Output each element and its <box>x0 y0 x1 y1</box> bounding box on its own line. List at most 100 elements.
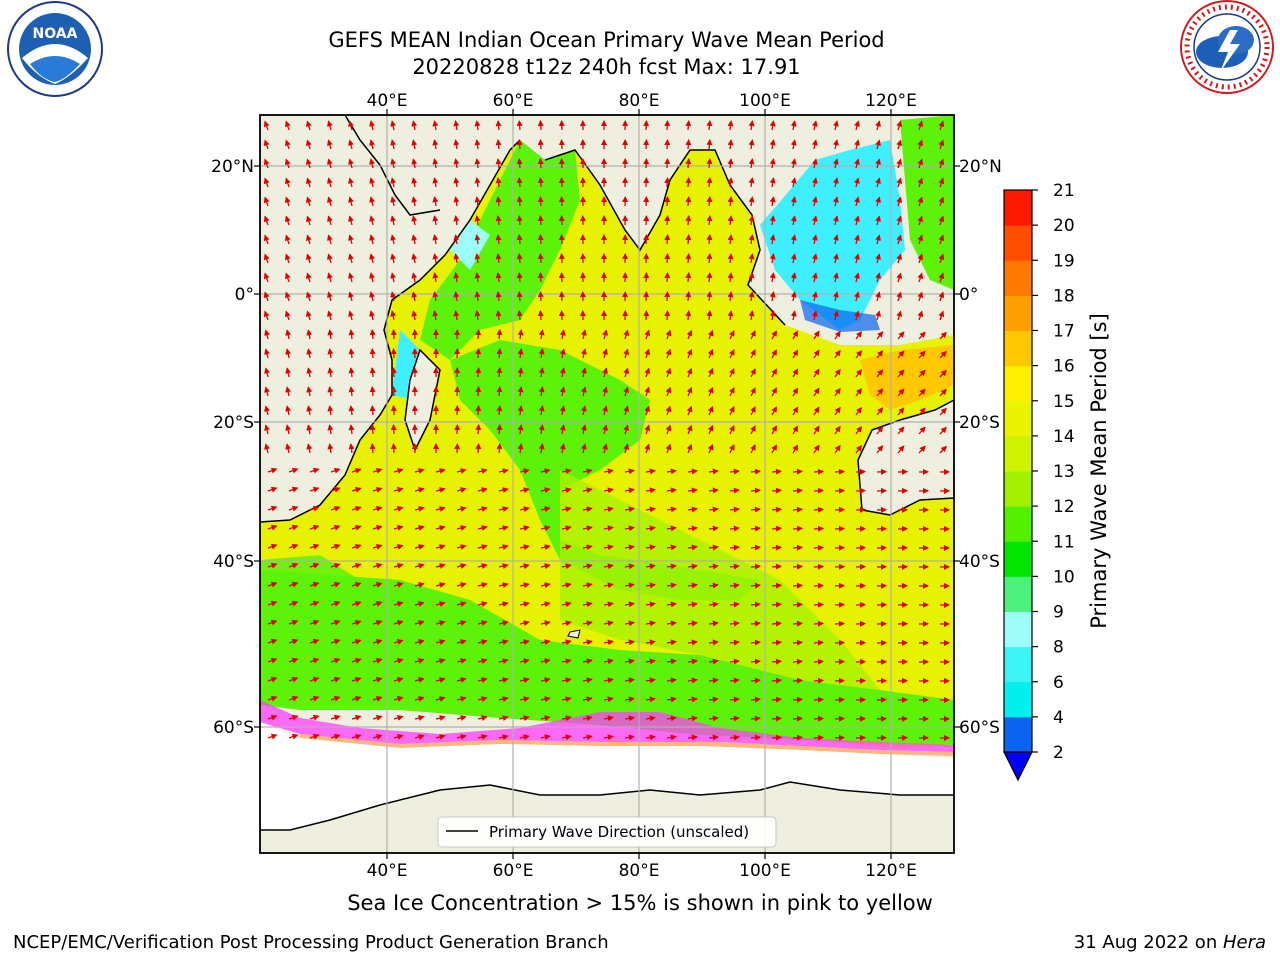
wave-arrow <box>729 525 740 532</box>
wave-arrow <box>330 524 341 531</box>
wave-arrow <box>771 525 782 532</box>
wave-arrow <box>327 386 334 397</box>
wave-arrow <box>435 544 446 550</box>
wave-arrow <box>896 139 903 150</box>
wave-arrow <box>834 349 841 359</box>
wave-arrow <box>538 443 545 454</box>
wave-arrow <box>708 544 719 551</box>
wave-arrow <box>685 177 692 188</box>
wave-arrow <box>706 196 713 207</box>
wave-arrow <box>326 272 333 283</box>
wave-arrow <box>516 272 523 283</box>
wave-arrow <box>540 715 551 722</box>
wave-arrow <box>309 486 320 493</box>
wave-arrow <box>456 734 467 740</box>
wave-arrow <box>645 734 656 741</box>
wave-arrow <box>834 387 841 397</box>
wave-arrow <box>603 639 614 646</box>
wave-arrow <box>685 272 692 283</box>
wave-arrow <box>603 715 614 722</box>
wave-arrow <box>267 562 278 569</box>
wave-arrow <box>393 696 404 702</box>
wave-arrow <box>603 563 614 570</box>
wave-arrow <box>369 253 375 264</box>
wave-arrow <box>414 715 425 721</box>
nws-logo <box>1180 0 1274 94</box>
wave-arrow <box>832 158 839 169</box>
wave-arrow <box>288 733 299 740</box>
wave-arrow <box>813 601 824 608</box>
colorbar-segments <box>1004 190 1032 753</box>
wave-arrow <box>372 562 383 569</box>
wave-arrow <box>813 639 824 646</box>
antarctica-coastline <box>260 781 954 831</box>
wave-arrow <box>435 639 446 645</box>
footer-credit: NCEP/EMC/Verification Post Processing Pr… <box>13 932 609 953</box>
wave-arrow <box>811 310 818 321</box>
wave-arrow <box>498 468 509 475</box>
wave-arrow <box>414 696 425 702</box>
wave-arrow <box>750 468 761 475</box>
wave-arrow <box>602 329 608 340</box>
wave-arrow <box>918 350 926 359</box>
wave-arrow <box>414 620 425 626</box>
wave-arrow <box>875 158 881 169</box>
wave-arrow <box>393 525 404 531</box>
sea-ice-caption: Sea Ice Concentration > 15% is shown in … <box>347 891 933 915</box>
wave-arrow <box>727 120 734 131</box>
wave-arrow <box>645 487 656 494</box>
wave-arrow <box>665 386 672 397</box>
wave-arrow <box>666 506 677 513</box>
wave-arrow <box>306 348 313 359</box>
wave-arrow <box>284 291 291 302</box>
wave-arrow <box>602 405 608 416</box>
wave-arrow <box>834 563 845 570</box>
wave-arrow <box>813 468 824 475</box>
wave-arrow <box>267 714 278 721</box>
wave-arrow <box>918 445 926 454</box>
wave-arrow <box>284 158 291 169</box>
wave-arrow <box>834 506 845 513</box>
wave-arrow <box>559 348 566 359</box>
wave-arrow <box>707 329 714 340</box>
wave-arrow <box>792 406 799 416</box>
wave-arrow <box>496 367 503 378</box>
wave-arrow <box>435 715 446 721</box>
wave-arrow <box>729 639 740 646</box>
wave-arrow <box>267 581 278 588</box>
wave-arrow <box>582 639 593 646</box>
wave-arrow <box>664 177 671 188</box>
wave-arrow <box>263 253 270 264</box>
wave-arrow <box>369 367 376 378</box>
wave-arrow <box>264 367 270 378</box>
wave-arrow <box>580 329 587 340</box>
wave-arrow <box>477 677 488 683</box>
wave-arrow <box>623 367 630 378</box>
wave-arrow <box>792 601 803 608</box>
wave-arrow <box>309 619 320 626</box>
wave-arrow <box>327 405 334 416</box>
wave-arrow <box>832 253 839 264</box>
wave-arrow <box>813 406 820 416</box>
wave-arrow <box>792 582 803 589</box>
wave-arrow <box>372 714 383 721</box>
wave-arrow <box>624 639 635 646</box>
wave-arrow <box>288 543 299 550</box>
wave-arrow <box>897 331 905 340</box>
colorbar-tick-label: 18 <box>1053 286 1075 306</box>
wave-arrow <box>854 310 860 321</box>
wave-arrow <box>875 177 881 188</box>
wave-arrow <box>687 677 698 684</box>
wave-arrow <box>411 310 418 321</box>
wave-arrow <box>561 677 572 684</box>
wave-arrow <box>537 253 544 264</box>
wave-arrow <box>453 158 460 169</box>
wave-arrow <box>516 291 523 302</box>
wave-arrow <box>769 234 776 245</box>
wave-arrow <box>602 386 608 397</box>
wave-arrow <box>561 468 572 475</box>
wave-arrow <box>456 525 467 531</box>
wave-arrow <box>348 158 354 169</box>
wave-arrow <box>309 638 320 645</box>
wave-arrow <box>666 544 677 551</box>
